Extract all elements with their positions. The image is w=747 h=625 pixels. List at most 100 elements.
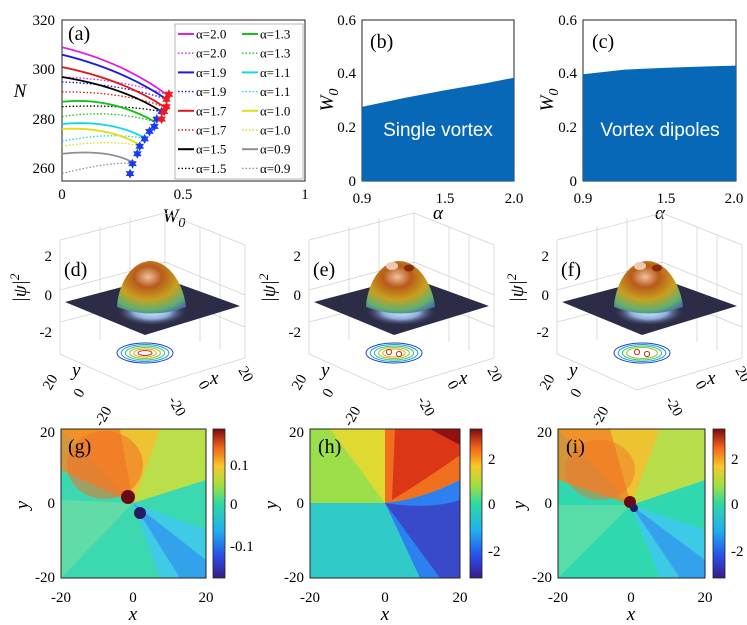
panel-c-xtick: 2.0 <box>725 191 744 207</box>
blue-star-marker <box>150 121 159 132</box>
contour-dipole <box>385 348 393 356</box>
panel-d-xlabel: x <box>209 368 219 389</box>
panel-h-colorbar <box>469 428 483 579</box>
panel-g-xtick: 20 <box>199 590 214 606</box>
series-line <box>62 113 155 123</box>
grid-line <box>556 212 663 241</box>
panel-g-heatmap: (g) 0.1 0 -0.1 20 0 -20 -20 0 20 x y <box>12 425 254 625</box>
panel-h-cbar-tick: 2 <box>488 452 496 468</box>
series-line <box>62 122 148 140</box>
panel-a-xtick: 1 <box>301 187 309 203</box>
series-line <box>62 53 167 101</box>
panel-h-xtick: -20 <box>300 590 320 606</box>
contour-ring <box>373 345 415 361</box>
contour-ring <box>369 344 419 362</box>
series-line <box>62 162 135 175</box>
panel-a-ytick: 280 <box>33 112 56 128</box>
panel-e-ztick: 2 <box>294 249 302 265</box>
grid-line <box>661 261 743 296</box>
density-peak <box>117 261 186 314</box>
contour-dipole <box>643 350 651 358</box>
series-line <box>62 91 165 108</box>
contour-ring <box>137 350 153 356</box>
vortex-dip <box>652 264 662 272</box>
panel-e-xtick: 20 <box>484 364 505 385</box>
contour-ring <box>382 348 406 358</box>
grid-line <box>139 357 246 391</box>
contour-ring <box>120 344 170 362</box>
panel-f-ztick: -2 <box>537 325 550 341</box>
series-line <box>62 135 148 143</box>
panel-i-frame <box>557 428 706 579</box>
legend-entry: α=1.1 <box>260 65 290 80</box>
panel-b-xtick: 0.9 <box>353 191 372 207</box>
contour-ring <box>378 347 410 359</box>
panel-g-label: (g) <box>68 436 91 458</box>
panel-g-phase-field <box>61 429 206 578</box>
panel-h-ytick: 0 <box>297 496 305 512</box>
blue-star-marker <box>128 158 137 169</box>
panel-h-xtick: 0 <box>381 590 389 606</box>
panel-c-ytick: 0.4 <box>558 66 577 82</box>
blue-star-marker <box>135 141 145 152</box>
panel-g-cbar-tick: -0.1 <box>230 539 254 555</box>
panel-i-xtick: 0 <box>627 590 635 606</box>
panel-c-ytick: 0 <box>570 174 578 190</box>
panel-b-ytick: 0.6 <box>337 13 356 29</box>
panel-g-frame <box>60 428 207 579</box>
panel-g-colorbar <box>212 428 226 579</box>
legend-entry: α=2.0 <box>196 46 226 61</box>
panel-h-ylabel: y <box>261 500 282 511</box>
panel-c-annotation: Vortex dipoles <box>600 120 719 141</box>
panel-e-ztick: -2 <box>289 325 302 341</box>
panel-c-ytick: 0.6 <box>558 13 577 29</box>
panel-i-heatmap: (i) 2 0 -2 20 0 -20 -20 0 20 x y <box>509 425 744 625</box>
grid-line <box>308 353 390 391</box>
peak-highlight <box>386 262 398 270</box>
panel-c-xtick: 1.5 <box>657 191 676 207</box>
panel-i-cbar-tick: 0 <box>731 497 739 513</box>
panel-f-ytick: 20 <box>537 372 558 393</box>
panel-e-ztick: 0 <box>294 288 302 304</box>
contour-ring <box>613 342 671 364</box>
grid-line <box>661 212 743 246</box>
panel-c-area-fill <box>583 65 736 181</box>
vortex-dip <box>404 264 414 272</box>
panel-i-ytick: 0 <box>545 496 553 512</box>
legend-box <box>174 23 304 180</box>
peak-highlight <box>634 262 646 270</box>
panel-a-label: (a) <box>68 23 90 45</box>
panel-a-series-group <box>62 46 168 175</box>
panel-h-phase-field <box>310 429 460 578</box>
panel-i-colorbar <box>712 428 726 579</box>
series-line <box>62 141 143 147</box>
panel-f-ztick: 0 <box>542 288 550 304</box>
panel-d-xtick: -20 <box>165 394 189 419</box>
panel-c-label: (c) <box>592 31 614 53</box>
panel-a-star-markers <box>125 89 174 179</box>
panel-g-ytick: 0 <box>48 496 56 512</box>
red-star-marker <box>159 106 169 117</box>
blue-star-marker <box>133 148 142 159</box>
panel-a-ytick: 300 <box>33 62 56 78</box>
panel-g-xtick: -20 <box>51 590 71 606</box>
panel-a-xtick: 0.5 <box>174 187 193 203</box>
panel-e-label: (e) <box>313 259 335 281</box>
panel-b-area-fill <box>362 77 514 181</box>
panel-c-ytick: 0.2 <box>558 120 577 136</box>
density-peak <box>366 261 435 314</box>
panel-b-ylabel: W0 <box>317 89 342 112</box>
panel-a-line-chart: α=2.0 α=1.3 α=2.0 α=1.3 α=1.9 α=1.1 α=1.9 α=1.1… <box>13 13 309 231</box>
grid-line <box>59 353 141 391</box>
panel-b-xtick: 2.0 <box>505 191 524 207</box>
panel-f-label: (f) <box>561 259 581 281</box>
legend-entry: α=0.9 <box>260 161 290 176</box>
contour-dipole <box>395 350 403 358</box>
panel-f-zlabel: |ψ|2 <box>504 273 528 302</box>
panel-i-label: (i) <box>566 436 585 458</box>
panel-i-xlabel: x <box>626 604 636 625</box>
grid-line <box>59 212 166 241</box>
panel-i-ytick: -20 <box>532 570 552 586</box>
